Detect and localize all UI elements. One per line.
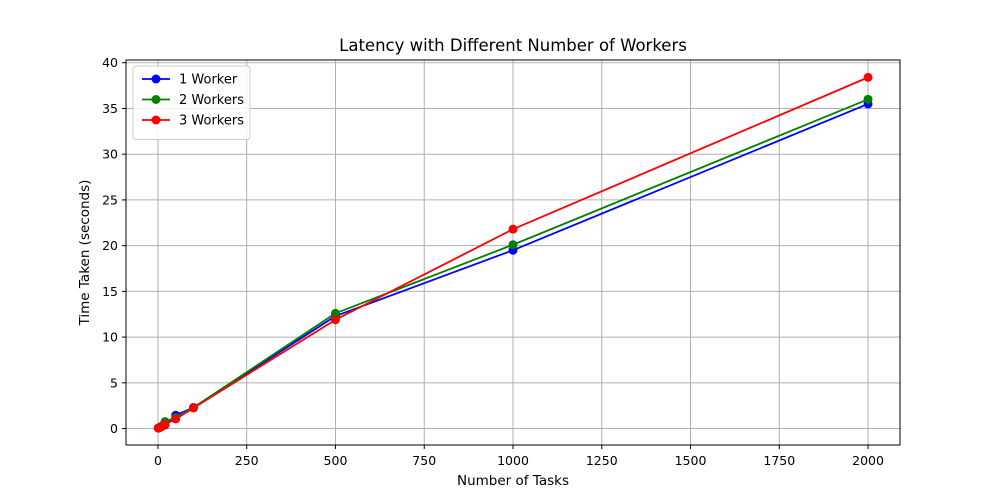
data-point <box>863 72 873 82</box>
legend-label: 2 Workers <box>179 93 244 108</box>
legend-box <box>132 65 251 140</box>
x-tick-label: 1000 <box>497 453 529 468</box>
data-point <box>330 308 340 318</box>
x-axis-title: Number of Tasks <box>457 473 569 489</box>
y-tick-label: 40 <box>102 55 118 70</box>
data-point <box>508 240 518 250</box>
y-tick-label: 15 <box>102 284 118 299</box>
y-tick-label: 30 <box>102 147 118 162</box>
legend-item: 3 Workers <box>142 114 244 129</box>
y-tick-label: 0 <box>110 421 118 436</box>
chart-title: Latency with Different Number of Workers <box>339 36 687 55</box>
legend-label: 1 Worker <box>179 73 238 88</box>
data-point <box>863 94 873 104</box>
x-tick-label: 1250 <box>586 453 618 468</box>
data-point <box>160 419 170 429</box>
ticks: 0 250 500 750 1000 1250 1500 1750 2000 0 5 10 15 20 25… <box>102 55 884 468</box>
data-point <box>171 414 181 424</box>
x-tick-label: 250 <box>235 453 259 468</box>
x-tick-label: 1500 <box>675 453 707 468</box>
y-tick-label: 35 <box>102 101 118 116</box>
x-tick-label: 2000 <box>852 453 884 468</box>
legend-marker <box>151 74 161 84</box>
legend-marker <box>151 95 161 104</box>
x-tick-label: 750 <box>412 453 436 468</box>
y-tick-label: 25 <box>102 192 118 207</box>
y-tick-label: 5 <box>110 375 118 390</box>
data-point <box>330 315 340 325</box>
series-layer <box>153 72 873 433</box>
x-tick-label: 500 <box>324 453 348 468</box>
x-tick-label: 0 <box>154 453 162 468</box>
legend-marker <box>151 115 161 125</box>
data-point <box>188 403 198 413</box>
legend-item: 2 Workers <box>142 93 244 108</box>
legend-item: 1 Worker <box>142 73 238 88</box>
data-point <box>508 224 518 234</box>
x-tick-label: 1750 <box>763 453 795 468</box>
series-3 <box>153 72 873 433</box>
y-tick-label: 10 <box>102 330 118 345</box>
y-axis-title: Time Taken (seconds) <box>77 180 93 327</box>
legend-label: 3 Workers <box>179 114 244 129</box>
y-tick-label: 20 <box>102 238 118 253</box>
legend: 1 Worker 2 Workers 3 Workers <box>132 65 251 140</box>
